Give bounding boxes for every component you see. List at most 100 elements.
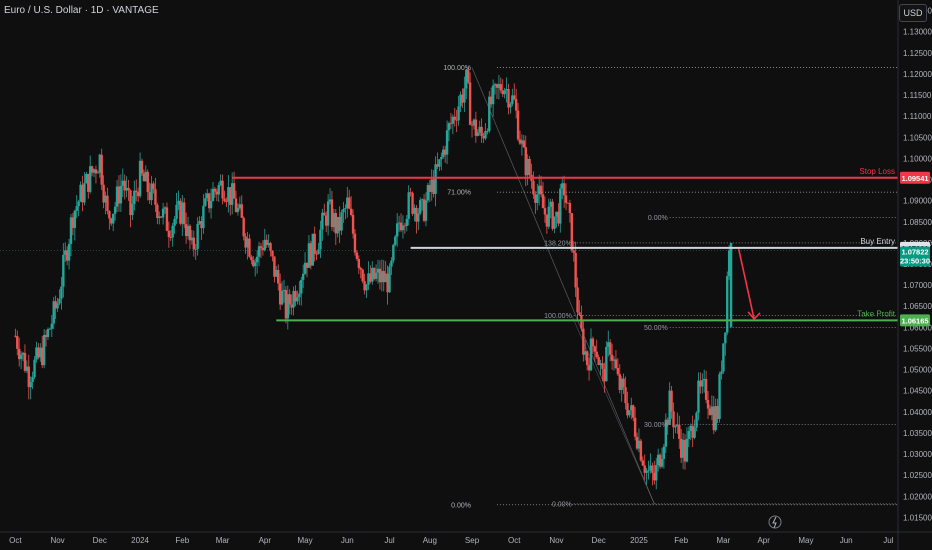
candle-body [181,202,184,224]
candle-body [221,180,224,199]
candle-body [39,347,42,358]
candle-body [196,223,199,249]
candle-body [207,193,211,209]
price-tag [900,171,930,184]
fib-level-label: 50.00% [644,325,668,332]
candle-body [704,378,708,400]
trade-level-name: Stop Loss [859,167,895,176]
candle-body [555,211,558,217]
candle-body [372,267,376,279]
candle-body [445,130,449,155]
candle-body [123,180,126,191]
current-price-label: 1.07822 [901,247,928,256]
candle-body [238,204,242,209]
candle-body [261,248,265,251]
candle-body [278,283,282,305]
candle-body [658,454,662,467]
candle-body [230,183,234,205]
y-tick-label: 1.01500 [903,513,932,522]
candle-body [298,293,301,298]
candle-body [188,225,192,241]
candle-body [651,465,654,473]
candle-body [689,425,692,432]
candle-body [547,206,550,227]
candle-body [549,201,552,207]
candle-body [227,187,230,202]
candle-body [106,195,109,212]
candle-body [303,262,307,274]
y-tick-label: 1.10000 [903,154,932,163]
candle-body [430,179,433,192]
candle-body [369,273,372,282]
candle-body [662,446,666,459]
candle-body [695,412,698,428]
candle-body [223,198,226,202]
candle-body [17,348,21,360]
candle-body [46,329,50,337]
candle-body [133,190,136,205]
candle-body [167,230,171,238]
candle-body [438,159,441,167]
candle-body [161,208,165,218]
candle-body [336,216,339,234]
candle-body [87,173,90,192]
candle-body [259,246,263,249]
candle-body [163,207,167,209]
candle-body [275,270,278,277]
candle-body [434,164,437,194]
candle-body [158,216,161,218]
candle-body [392,244,395,261]
candle-body [488,96,491,132]
candle-body [248,238,251,257]
y-tick-label: 1.08500 [903,218,932,227]
candle-body [190,237,194,241]
candle-body [708,408,712,415]
candle-body [42,335,46,366]
candle-body [361,269,364,282]
fib-level-label: 138.20% [544,240,572,247]
candle-body [152,183,155,190]
currency-button[interactable]: USD [899,4,927,22]
candle-body [718,374,721,419]
candle-body [273,256,276,277]
candle-body [255,256,259,263]
candle-body [520,140,524,144]
candle-body [311,233,314,266]
candle-body [140,160,144,174]
candle-body [100,154,103,185]
candle-body [536,194,539,203]
candle-body [587,365,591,371]
candle-body [570,213,574,251]
candle-body [442,149,445,157]
candle-body [574,252,577,288]
fib-level-label: 100.00% [443,65,471,72]
candle-body [465,69,468,89]
x-tick-label: 2025 [630,536,648,545]
candle-body [119,185,123,204]
candle-body [655,465,658,481]
candle-body [169,237,172,238]
candle-body [165,207,169,231]
candle-body [307,243,311,268]
candle-body [572,250,575,253]
candle-body [407,192,410,219]
candle-body [511,95,514,104]
candle-body [585,351,589,366]
candle-body [294,290,297,302]
candle-body [234,198,238,212]
candle-body [257,246,261,257]
candle-body [643,465,646,473]
candle-body [526,158,529,176]
candle-body [315,253,318,255]
y-tick-label: 1.03500 [903,429,932,438]
candle-body [599,363,602,366]
fib-level-label: 0.00% [648,215,668,222]
candle-body [65,250,69,261]
candle-body [186,225,190,237]
candle-body [104,195,107,203]
candle-body [626,403,629,416]
candle-body [344,208,347,209]
candle-body [19,354,23,360]
y-tick-label: 1.10500 [903,133,932,142]
